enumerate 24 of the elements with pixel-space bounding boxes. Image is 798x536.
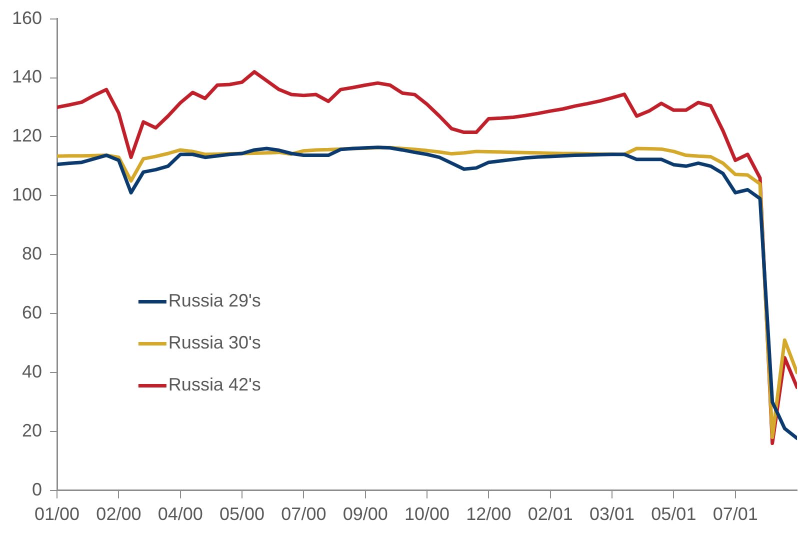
y-tick-label: 0	[32, 479, 42, 500]
y-tick-label: 60	[22, 302, 42, 323]
legend-label: Russia 29's	[168, 290, 261, 311]
x-tick-label: 12/00	[466, 504, 512, 524]
legend-label: Russia 30's	[168, 332, 261, 353]
x-tick-label: 09/00	[342, 504, 388, 524]
x-tick-label: 01/00	[34, 504, 80, 524]
y-tick-label: 160	[12, 8, 42, 28]
x-tick-label: 10/00	[404, 504, 450, 524]
y-tick-label: 100	[12, 184, 42, 205]
x-tick-label: 03/01	[589, 504, 635, 524]
y-tick-label: 20	[22, 420, 42, 440]
y-tick-label: 140	[12, 66, 42, 87]
x-tick-label: 02/00	[96, 504, 142, 524]
y-tick-label: 40	[22, 361, 42, 382]
legend-label: Russia 42's	[168, 374, 261, 395]
x-tick-label: 04/00	[158, 504, 203, 524]
y-tick-label: 80	[22, 244, 42, 264]
x-tick-label: 02/01	[528, 504, 573, 524]
y-tick-label: 120	[12, 126, 42, 146]
x-tick-label: 07/01	[712, 504, 758, 524]
x-tick-label: 07/00	[281, 504, 326, 524]
x-tick-label: 05/01	[651, 504, 696, 524]
x-tick-label: 05/00	[220, 504, 265, 524]
